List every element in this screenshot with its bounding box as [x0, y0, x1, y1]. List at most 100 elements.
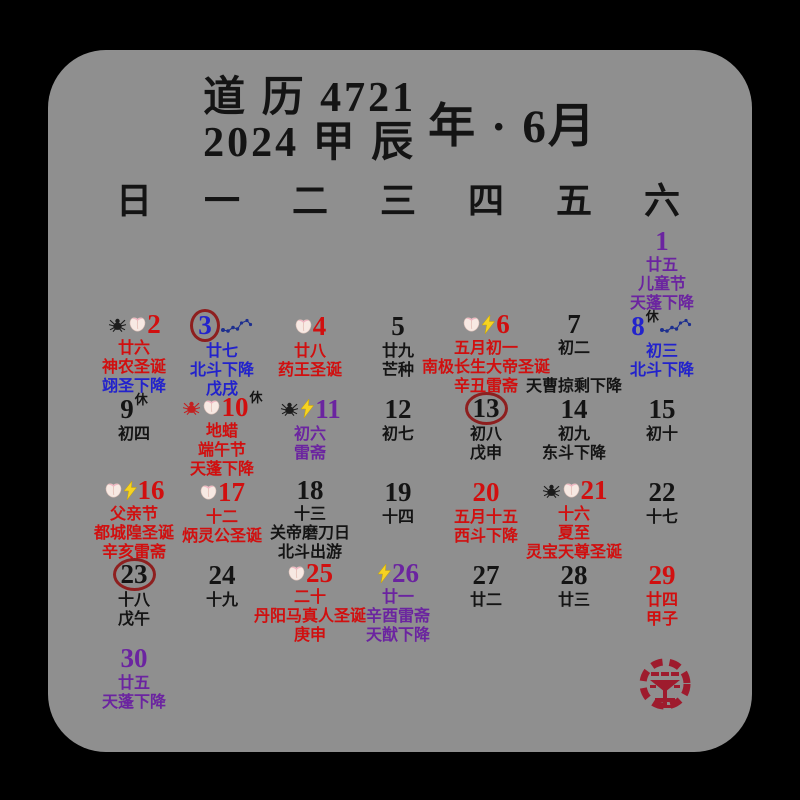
day-cell-26[interactable]: 26 廿一 辛酉雷斋 天猷下降 [354, 558, 442, 644]
weekday-tue: 二 [291, 181, 328, 221]
day-cell-6[interactable]: 6 五月初一 南极长生大帝圣诞 辛丑雷斋 [422, 309, 550, 395]
day-note-line: 十九 [205, 592, 238, 609]
day-note-line: 廿一 [381, 589, 414, 606]
day-note-line: 初八 [469, 426, 502, 443]
day-cell-18[interactable]: 18 十三 关帝磨刀日 北斗出游 [266, 475, 354, 561]
day-note-line: 初十 [645, 426, 678, 443]
title-month: 年 · 6月 [428, 100, 597, 153]
day-cell-22[interactable]: 22 十七 [618, 475, 706, 558]
day-cell-19[interactable]: 19 十四 [354, 475, 442, 558]
date-number: 29 [648, 559, 676, 590]
day-note-line: 廿五 [117, 675, 150, 692]
date-number-line: 14 [561, 392, 588, 425]
day-cell-12[interactable]: 12 初七 [354, 392, 442, 475]
peach-icon [563, 483, 579, 498]
day-cell-11[interactable]: 11 初六雷斋 [266, 392, 354, 475]
day-cell-13[interactable]: 13 初八 戊申 [442, 392, 530, 475]
day-cell-28[interactable]: 28 廿三 [530, 558, 618, 641]
black-spider-icon [542, 484, 560, 498]
day-cell-14[interactable]: 14 初九 东斗下降 [530, 392, 618, 475]
day-note-line: 端午节 [197, 442, 246, 459]
date-number: 18 [296, 475, 324, 505]
date-number: 1 [655, 226, 669, 256]
weekday-sat: 六 [643, 181, 680, 221]
day-note-line: 廿五 [645, 257, 678, 274]
day-note-line: 夏至 [557, 525, 590, 542]
day-cell-29[interactable]: 29 廿四 甲子 [618, 558, 706, 641]
day-note-line: 十八 [117, 592, 150, 609]
circled-date-ring: 23 [112, 558, 156, 591]
black-spider-icon [109, 318, 127, 332]
day-note-line: 神农圣诞 [101, 359, 166, 376]
date-number-line: 28 [561, 558, 588, 591]
weekday-fri: 五 [555, 181, 592, 221]
day-note-line: 五月十五 [453, 509, 518, 526]
calendar-title: 道 历 4721 2024 甲 辰 年 · 6月 [48, 76, 752, 166]
day-note-line: 初六 [293, 426, 326, 443]
date-number: 5 [391, 310, 405, 341]
title-gregorian-year: 2024 甲 辰 [203, 120, 417, 166]
day-note-line: 十四 [381, 509, 414, 526]
date-number: 2 [147, 309, 161, 339]
day-note-line: 廿三 [557, 592, 590, 609]
weekday-mon: 一 [203, 181, 240, 221]
peach-icon [204, 400, 220, 415]
day-note-line: 廿九 [381, 343, 414, 360]
date-number: 15 [648, 393, 676, 424]
day-cell-30[interactable]: 30 廿五 天蓬下降 [90, 641, 178, 724]
day-cell-23[interactable]: 23 十八 戊午 [90, 558, 178, 641]
date-number-line: 16 [104, 475, 165, 505]
day-cell-3[interactable]: 3 廿七 北斗下降 戊戌 [178, 309, 266, 398]
day-note-line: 十二 [205, 509, 238, 526]
date-number: 25 [306, 558, 333, 588]
peach-icon [130, 317, 146, 332]
day-cell-2[interactable]: 2 廿六 神农圣诞 翊圣下降 [90, 309, 178, 395]
day-cell-9[interactable]: 9 休初四 [90, 392, 178, 475]
black-spider-icon [281, 402, 299, 416]
peach-icon [200, 484, 217, 500]
day-note-line: 初三 [645, 343, 678, 360]
day-cell-4[interactable]: 4 廿八 药王圣诞 [266, 309, 354, 392]
day-cell-20[interactable]: 20 五月十五 西斗下降 [442, 475, 530, 558]
rest-day-mark: 休 [249, 390, 263, 405]
day-note-line: 天曹掠剩下降 [526, 378, 623, 395]
day-cell-7[interactable]: 7 初二 天曹掠剩下降 [526, 309, 622, 395]
day-note-line: 戊申 [469, 445, 502, 462]
weekday-sun: 日 [115, 181, 152, 221]
day-cell-25[interactable]: 25 二十 丹阳马真人圣诞 庚申 [254, 558, 366, 644]
day-cell-5[interactable]: 5 廿九 芒种 [354, 309, 442, 392]
date-number-line: 19 [385, 475, 412, 508]
day-note-line: 雷斋 [293, 445, 326, 462]
day-cell-27[interactable]: 27 廿二 [442, 558, 530, 641]
date-number: 24 [208, 559, 236, 590]
date-number: 20 [472, 476, 500, 507]
day-cell-10[interactable]: 10 休地蜡 端午节 天蓬下降 [178, 390, 266, 478]
day-cell-16[interactable]: 16 父亲节 都城隍圣诞 辛亥雷斋 [90, 475, 178, 561]
lightning-icon [301, 399, 315, 418]
date-number: 11 [315, 393, 341, 424]
day-note-line: 十六 [557, 506, 590, 523]
date-number-line: 23 [112, 558, 156, 591]
day-cell-1[interactable]: 1 廿五 儿童节 天蓬下降 [618, 226, 706, 312]
day-cell-24[interactable]: 24 十九 [178, 558, 266, 641]
title-left-block: 道 历 4721 2024 甲 辰 [203, 76, 416, 166]
date-number: 16 [137, 475, 165, 505]
date-number-line: 2 [107, 309, 161, 339]
day-note-line: 初九 [557, 426, 590, 443]
day-note-line: 辛酉雷斋 [365, 608, 430, 625]
weekday-header: 日 一 二 三 四 五 六 [90, 172, 706, 224]
date-number-line: 21 [541, 475, 608, 505]
day-note-line: 地蜡 [205, 423, 238, 440]
date-number: 19 [384, 476, 412, 507]
day-cell-21[interactable]: 21 十六夏至灵宝天尊圣诞 [526, 475, 622, 561]
date-number: 6 [496, 309, 510, 339]
day-note-line: 辛丑雷斋 [453, 378, 518, 395]
lightning-icon [123, 480, 137, 500]
day-note-line: 灵宝天尊圣诞 [526, 544, 623, 561]
rest-day-mark: 休 [134, 391, 148, 407]
date-number-line: 5 [391, 309, 405, 342]
day-cell-15[interactable]: 15 初十 [618, 392, 706, 475]
day-cell-17[interactable]: 17 十二 炳灵公圣诞 [178, 475, 266, 558]
